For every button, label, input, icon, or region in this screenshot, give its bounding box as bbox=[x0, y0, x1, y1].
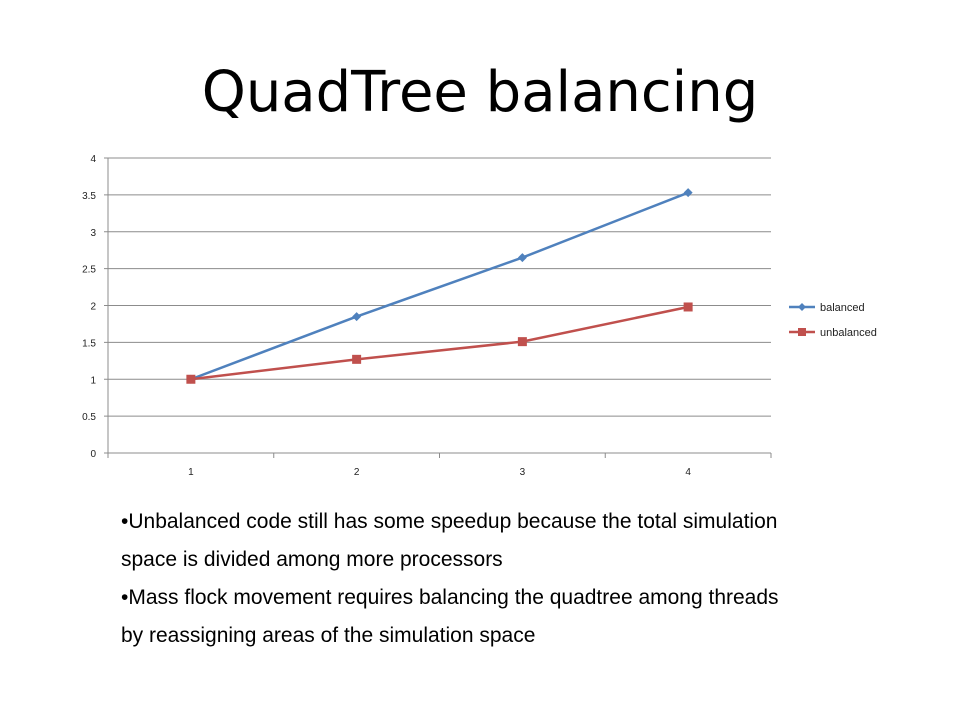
y-tick-label: 3.5 bbox=[82, 191, 96, 202]
y-tick-label: 4 bbox=[90, 154, 96, 165]
grid-lines bbox=[108, 157, 771, 417]
series-layer bbox=[186, 188, 693, 384]
data-point-unbalanced-2 bbox=[352, 354, 362, 364]
x-tick-label: 3 bbox=[520, 467, 526, 478]
bullet-item-1: •Unbalanced code still has some speedup … bbox=[121, 510, 778, 571]
axes: 0 0.5 1 1.5 2 2.5 3 3.5 4 1 2 3 4 bbox=[82, 154, 772, 478]
legend-label-unbalanced: unbalanced bbox=[820, 327, 877, 339]
y-tick-label: 2.5 bbox=[82, 265, 96, 276]
y-tick-label: 0.5 bbox=[82, 412, 96, 423]
data-point-unbalanced-4 bbox=[683, 302, 693, 312]
bullet-list: •Unbalanced code still has some speedup … bbox=[121, 503, 781, 720]
data-point-unbalanced-3 bbox=[517, 337, 527, 347]
y-tick-label: 3 bbox=[90, 228, 96, 239]
y-tick-label: 1 bbox=[90, 375, 96, 386]
x-tick-label: 1 bbox=[188, 467, 194, 478]
data-point-balanced-2 bbox=[352, 312, 362, 322]
bullet-item-2: •Mass flock movement requires balancing … bbox=[121, 586, 779, 647]
data-point-unbalanced-1 bbox=[186, 374, 196, 384]
legend-label-balanced: balanced bbox=[820, 302, 865, 314]
data-point-balanced-4 bbox=[683, 188, 693, 198]
y-tick-label: 1.5 bbox=[82, 338, 96, 349]
x-tick-label: 2 bbox=[354, 467, 360, 478]
series-line-balanced bbox=[190, 191, 689, 381]
y-tick-label: 2 bbox=[90, 302, 96, 313]
legend: balanced unbalanced bbox=[789, 302, 877, 339]
data-point-balanced-3 bbox=[517, 253, 527, 263]
series-line-unbalanced bbox=[190, 305, 689, 381]
legend-marker-balanced bbox=[798, 303, 806, 311]
y-tick-label: 0 bbox=[90, 449, 96, 460]
legend-marker-unbalanced bbox=[798, 328, 806, 336]
x-tick-label: 4 bbox=[685, 467, 691, 478]
slide-title: QuadTree balancing bbox=[201, 60, 759, 125]
line-chart: 0 0.5 1 1.5 2 2.5 3 3.5 4 1 2 3 4 balanced unbalanced bbox=[82, 154, 877, 478]
